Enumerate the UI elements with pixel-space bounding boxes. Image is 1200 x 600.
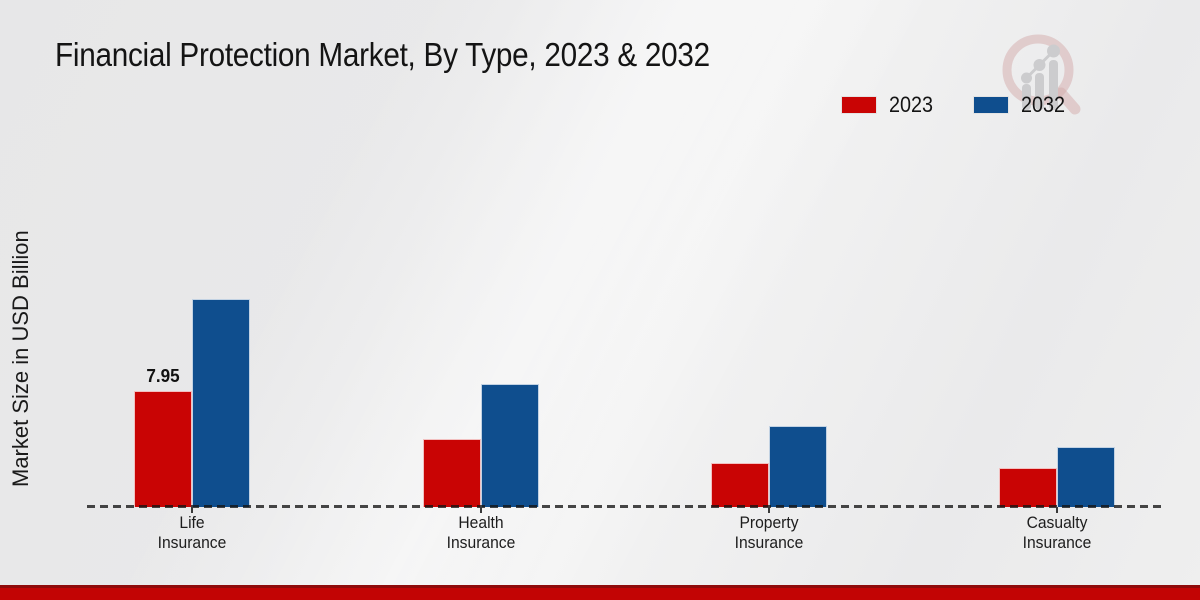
footer-accent-band	[0, 585, 1200, 600]
bar-2032-property-insurance	[768, 425, 827, 507]
legend-item-2032: 2032	[973, 92, 1070, 118]
x-axis-tick	[767, 507, 770, 513]
x-axis-category-label: Casualty Insurance	[1022, 513, 1092, 553]
bar-2023-casualty-insurance	[999, 467, 1058, 507]
legend-label-2023: 2023	[889, 92, 934, 117]
legend-swatch-2032	[973, 97, 1008, 113]
bar-2023-health-insurance	[422, 439, 481, 507]
bar-2023-property-insurance	[710, 463, 769, 507]
magnifier-bar-chart-logo-icon	[1002, 34, 1081, 115]
bar-2023-life-insurance	[134, 390, 193, 507]
bar-value-label: 7.95	[146, 365, 180, 386]
x-axis-category-label: Life Insurance	[157, 513, 227, 553]
x-axis-category-label: Health Insurance	[446, 513, 515, 553]
x-axis-tick	[191, 507, 194, 513]
chart-title: Financial Protection Market, By Type, 20…	[55, 36, 710, 73]
legend-swatch-2023	[842, 97, 876, 113]
x-axis-tick	[479, 507, 482, 513]
bar-2032-casualty-insurance	[1057, 447, 1116, 507]
legend-label-2032: 2032	[1020, 92, 1066, 117]
legend: 2023 2032	[842, 92, 1070, 118]
x-axis-tick	[1056, 507, 1059, 513]
legend-item-2023: 2023	[842, 92, 938, 118]
bar-2032-health-insurance	[480, 384, 539, 507]
bar-2032-life-insurance	[192, 298, 251, 507]
x-axis-baseline	[87, 505, 1163, 508]
x-axis-category-label: Property Insurance	[734, 513, 804, 553]
